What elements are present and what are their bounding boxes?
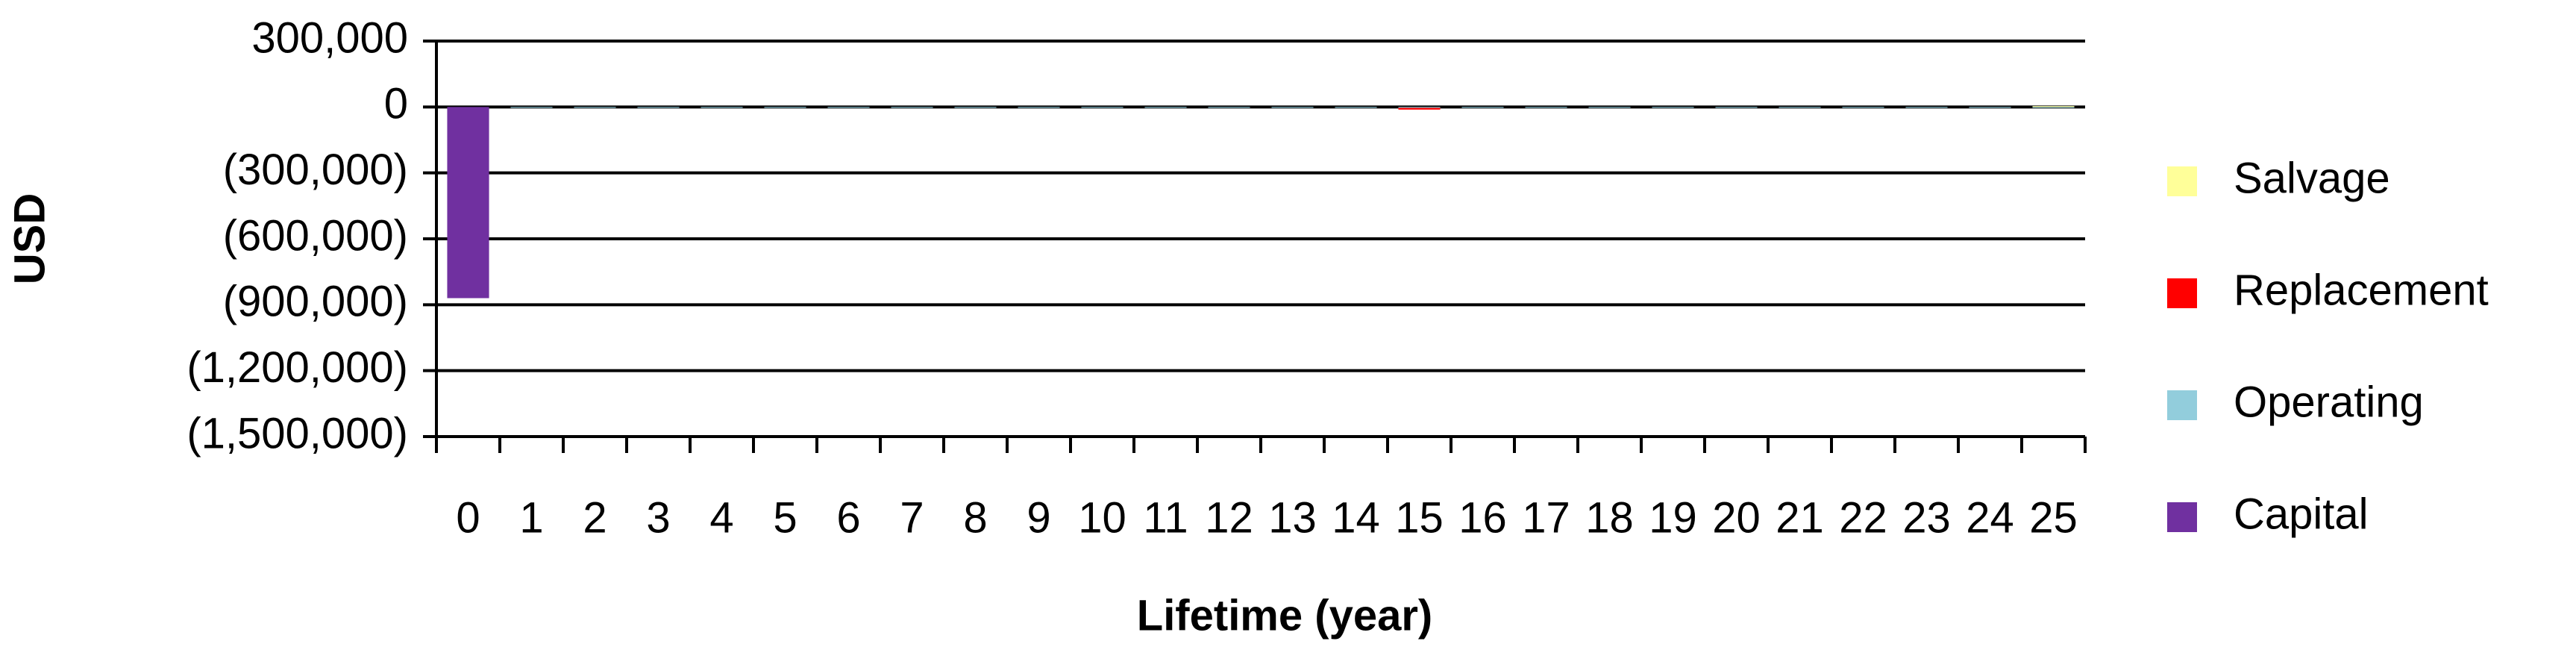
legend-label: Capital [2234, 490, 2369, 538]
y-tick-label: (300,000) [223, 146, 408, 194]
x-tick-label: 3 [646, 493, 670, 542]
bar-segment [1398, 107, 1441, 110]
legend-swatch [2167, 278, 2197, 308]
legend-label: Salvage [2234, 154, 2390, 202]
y-tick-label: 0 [384, 80, 408, 128]
bar-segment [447, 107, 489, 299]
y-tick-label: (1,500,000) [187, 409, 408, 457]
x-tick-label: 17 [1522, 493, 1570, 542]
x-tick-label: 9 [1027, 493, 1050, 542]
y-axis-title: USD [5, 193, 54, 284]
legend-swatch [2167, 502, 2197, 532]
x-tick-label: 4 [709, 493, 733, 542]
legend-label: Operating [2234, 378, 2424, 426]
x-axis-title: Lifetime (year) [1137, 591, 1432, 640]
x-tick-label: 22 [1839, 493, 1887, 542]
x-tick-label: 14 [1332, 493, 1380, 542]
legend-swatch [2167, 166, 2197, 196]
x-tick-label: 18 [1585, 493, 1634, 542]
x-tick-label: 1 [519, 493, 543, 542]
x-tick-label: 8 [963, 493, 987, 542]
x-tick-label: 21 [1776, 493, 1824, 542]
y-tick-label: (1,200,000) [187, 343, 408, 392]
x-tick-label: 11 [1143, 493, 1188, 542]
x-tick-label: 12 [1205, 493, 1253, 542]
x-tick-label: 0 [456, 493, 480, 542]
x-tick-label: 23 [1902, 493, 1951, 542]
x-tick-label: 10 [1078, 493, 1126, 542]
x-tick-label: 20 [1712, 493, 1761, 542]
x-tick-label: 16 [1458, 493, 1507, 542]
x-tick-label: 24 [1966, 493, 2014, 542]
y-tick-label: (900,000) [223, 278, 408, 326]
legend-swatch [2167, 390, 2197, 420]
x-tick-label: 5 [773, 493, 797, 542]
x-tick-label: 7 [900, 493, 924, 542]
y-tick-label: 300,000 [251, 13, 408, 62]
x-tick-label: 25 [2029, 493, 2078, 542]
x-tick-label: 13 [1268, 493, 1317, 542]
x-tick-label: 2 [583, 493, 607, 542]
x-tick-label: 19 [1649, 493, 1697, 542]
legend-label: Replacement [2234, 266, 2489, 314]
x-tick-label: 6 [836, 493, 860, 542]
x-tick-label: 15 [1395, 493, 1444, 542]
y-tick-label: (600,000) [223, 211, 408, 260]
bar-segment [2032, 106, 2075, 107]
